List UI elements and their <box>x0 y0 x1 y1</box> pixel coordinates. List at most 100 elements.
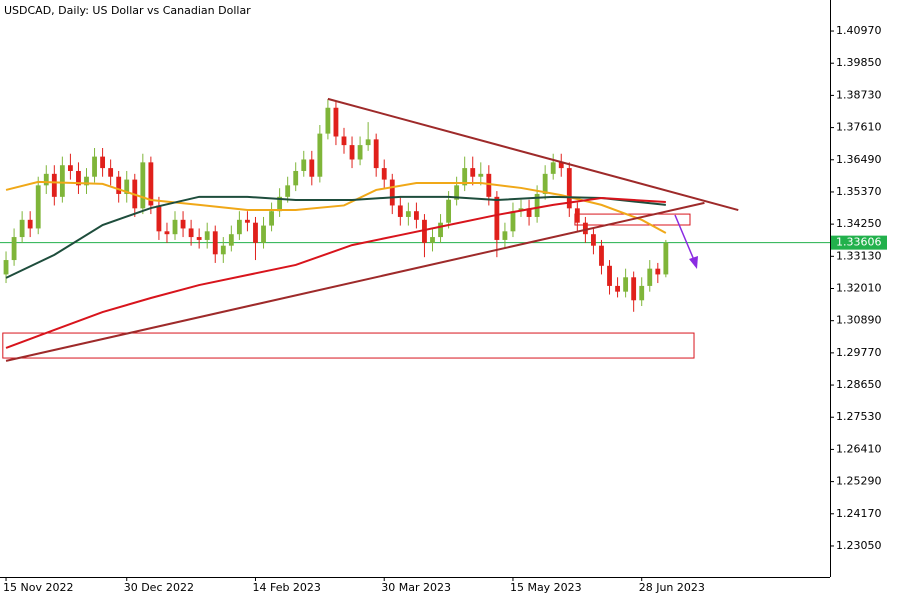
candle-body <box>204 231 210 240</box>
candle-body <box>615 285 620 292</box>
y-tick-label: 1.27530 <box>836 410 882 423</box>
candle-body <box>172 219 178 235</box>
candle-body <box>269 211 274 226</box>
candle-body <box>462 168 468 186</box>
x-tick-label: 14 Feb 2023 <box>252 581 320 594</box>
candle-body <box>542 173 548 194</box>
candle-body <box>566 168 572 209</box>
candle-body <box>373 139 379 169</box>
candle-body <box>220 245 226 255</box>
candle-body <box>550 162 556 174</box>
candle-body <box>116 176 122 194</box>
candle-body <box>607 265 612 286</box>
candle-body <box>422 219 427 243</box>
candle-body <box>486 173 492 197</box>
y-tick-label: 1.33130 <box>836 249 882 262</box>
candle-body <box>124 179 130 194</box>
candle-body <box>494 196 500 240</box>
plot-area <box>0 97 830 362</box>
candle-body <box>341 136 347 146</box>
candle-body <box>325 107 331 134</box>
candle-body <box>502 231 508 240</box>
candle-body <box>236 219 242 235</box>
candle-body <box>534 193 540 217</box>
candle-body <box>582 222 588 235</box>
x-tick-label: 28 Jun 2023 <box>639 581 705 594</box>
candle-body <box>35 185 41 229</box>
candle-body <box>623 277 629 292</box>
candle-body <box>253 222 258 243</box>
candle-body <box>148 162 154 206</box>
chart-title: USDCAD, Daily: US Dollar vs Canadian Dol… <box>4 4 251 17</box>
candle-body <box>631 277 637 301</box>
candle-body <box>108 168 114 177</box>
candle-body <box>156 205 162 232</box>
candle-body <box>43 173 49 186</box>
x-tick-label: 30 Dec 2022 <box>124 581 194 594</box>
y-tick-label: 1.30890 <box>836 314 882 327</box>
candle-body <box>92 156 97 177</box>
candle-body <box>212 231 218 255</box>
arrow-head <box>689 256 698 269</box>
candle-body <box>285 185 291 197</box>
candle-body <box>591 234 596 246</box>
candle-body <box>317 133 323 177</box>
y-tick-label: 1.28650 <box>836 378 882 391</box>
candle-body <box>349 145 355 160</box>
y-tick-label: 1.25290 <box>836 475 882 488</box>
current-price-label: 1.33606 <box>836 236 882 249</box>
candle-body <box>51 173 57 197</box>
candle-body <box>76 170 81 186</box>
candle-body <box>27 219 33 229</box>
candle-body <box>639 285 645 301</box>
candle-body <box>526 208 532 217</box>
candle-body <box>405 211 411 217</box>
candle-body <box>438 222 443 238</box>
candle-body <box>357 145 363 160</box>
arrow-shaft <box>674 214 695 261</box>
candle-body <box>365 139 371 146</box>
candle-body <box>446 199 452 223</box>
candle-body <box>333 107 339 137</box>
zone <box>2 332 695 359</box>
candle-body <box>277 196 283 212</box>
candle-body <box>228 234 234 246</box>
axes: 1.40970 1.39850 1.38730 1.37610 1.36490 1.353… <box>3 24 887 594</box>
candle-body <box>180 219 186 229</box>
candle-body <box>397 205 403 217</box>
trend-line <box>327 97 739 212</box>
candle-body <box>301 159 307 171</box>
candle-body <box>478 173 484 177</box>
candle-body <box>309 159 315 177</box>
candle-body <box>655 268 661 275</box>
candle-body <box>470 168 476 177</box>
candle-body <box>84 176 89 186</box>
trend-line <box>5 201 705 362</box>
candle-body <box>164 231 170 235</box>
candle-body <box>381 168 387 180</box>
candle-body <box>599 245 604 266</box>
y-tick-label: 1.29770 <box>836 346 882 359</box>
candle-body <box>196 237 202 240</box>
candle-body <box>188 228 194 238</box>
candle-body <box>261 225 266 243</box>
candle-body <box>19 219 25 238</box>
y-tick-label: 1.24170 <box>836 507 882 520</box>
candle-body <box>574 208 580 223</box>
y-tick-label: 1.32010 <box>836 282 882 295</box>
candle-body <box>430 237 435 243</box>
y-tick-label: 1.23050 <box>836 539 882 552</box>
candle-body <box>647 268 653 286</box>
candle-body <box>389 179 395 206</box>
candle-body <box>510 211 516 232</box>
candle-body <box>245 219 250 223</box>
candle-body <box>454 185 460 200</box>
candle-body <box>100 156 106 169</box>
y-tick-label: 1.26410 <box>836 442 882 455</box>
x-tick-label: 15 Nov 2022 <box>3 581 73 594</box>
y-tick-label: 1.34250 <box>836 217 882 230</box>
y-tick-label: 1.35370 <box>836 185 882 198</box>
y-tick-label: 1.38730 <box>836 88 882 101</box>
